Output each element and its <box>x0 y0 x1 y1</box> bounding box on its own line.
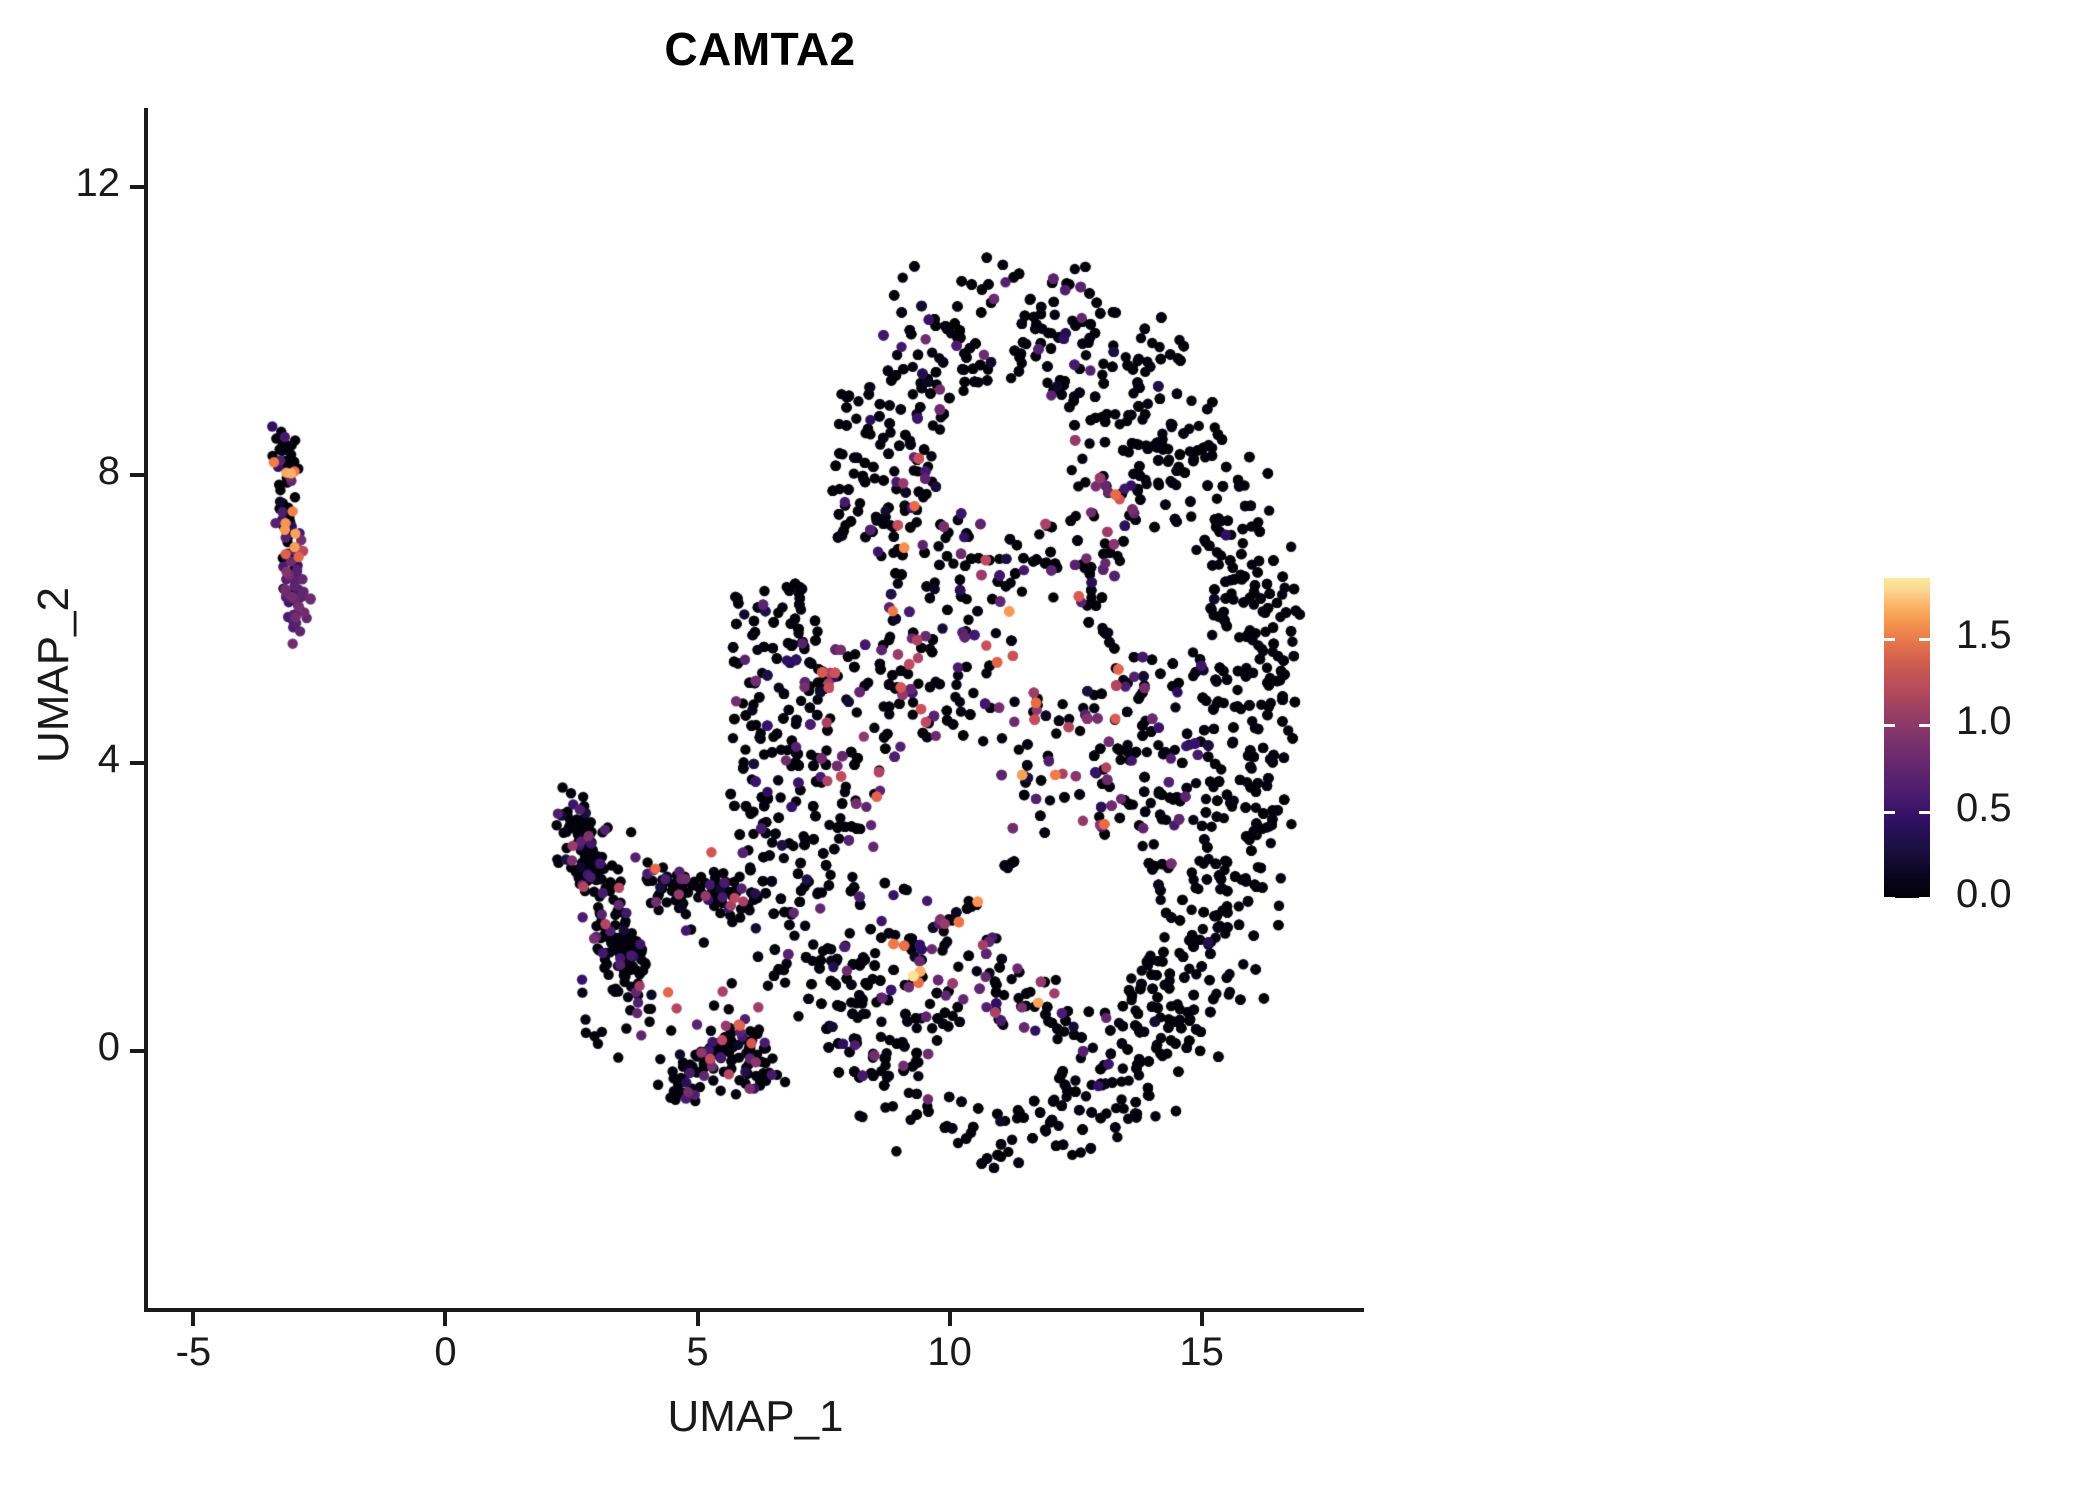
colorbar-tick-mark <box>1919 897 1930 900</box>
x-tick-label: -5 <box>175 1330 212 1374</box>
colorbar-tick-mark <box>1919 810 1930 814</box>
scatter-points-layer <box>148 108 1363 1310</box>
colorbar-tick-mark <box>1884 724 1895 728</box>
y-tick-mark <box>130 473 144 478</box>
colorbar-legend: 0.0 0.5 1.0 1.5 <box>1884 578 2084 916</box>
y-tick-mark <box>130 760 144 765</box>
x-tick-mark <box>443 1312 448 1326</box>
colorbar-gradient <box>1884 578 1930 898</box>
y-tick-label: 0 <box>97 1024 120 1069</box>
x-tick-label: 10 <box>927 1330 972 1374</box>
x-axis-title: UMAP_1 <box>667 1392 844 1441</box>
colorbar-tick-label: 1.5 <box>1956 612 2012 657</box>
colorbar-tick-mark <box>1919 724 1930 728</box>
x-tick-mark <box>1199 1312 1204 1326</box>
colorbar-tick-mark <box>1884 897 1895 900</box>
x-tick-mark <box>947 1312 952 1326</box>
y-tick-label: 4 <box>97 736 120 781</box>
colorbar-tick-label: 0.5 <box>1956 785 2012 830</box>
x-tick-label: 5 <box>686 1330 709 1374</box>
x-tick-label: 0 <box>434 1330 457 1374</box>
y-axis-line <box>144 108 148 1310</box>
x-tick-mark <box>695 1312 700 1326</box>
colorbar-tick-mark <box>1884 637 1895 641</box>
y-axis-title: UMAP_2 <box>29 586 78 764</box>
y-tick-label: 12 <box>75 161 121 206</box>
x-axis-line <box>144 1308 1364 1312</box>
y-tick-mark <box>130 1048 144 1053</box>
x-tick-label: 15 <box>1179 1330 1224 1374</box>
x-tick-mark <box>191 1312 196 1326</box>
colorbar-tick-label: 0.0 <box>1956 872 2012 916</box>
plot-panel <box>148 108 1363 1310</box>
colorbar-tick-mark <box>1884 810 1895 814</box>
page-title: CAMTA2 <box>664 23 856 75</box>
y-tick-mark <box>130 185 144 190</box>
colorbar-tick-mark <box>1919 637 1930 641</box>
colorbar-tick-label: 1.0 <box>1956 699 2012 744</box>
y-tick-label: 8 <box>97 449 120 494</box>
